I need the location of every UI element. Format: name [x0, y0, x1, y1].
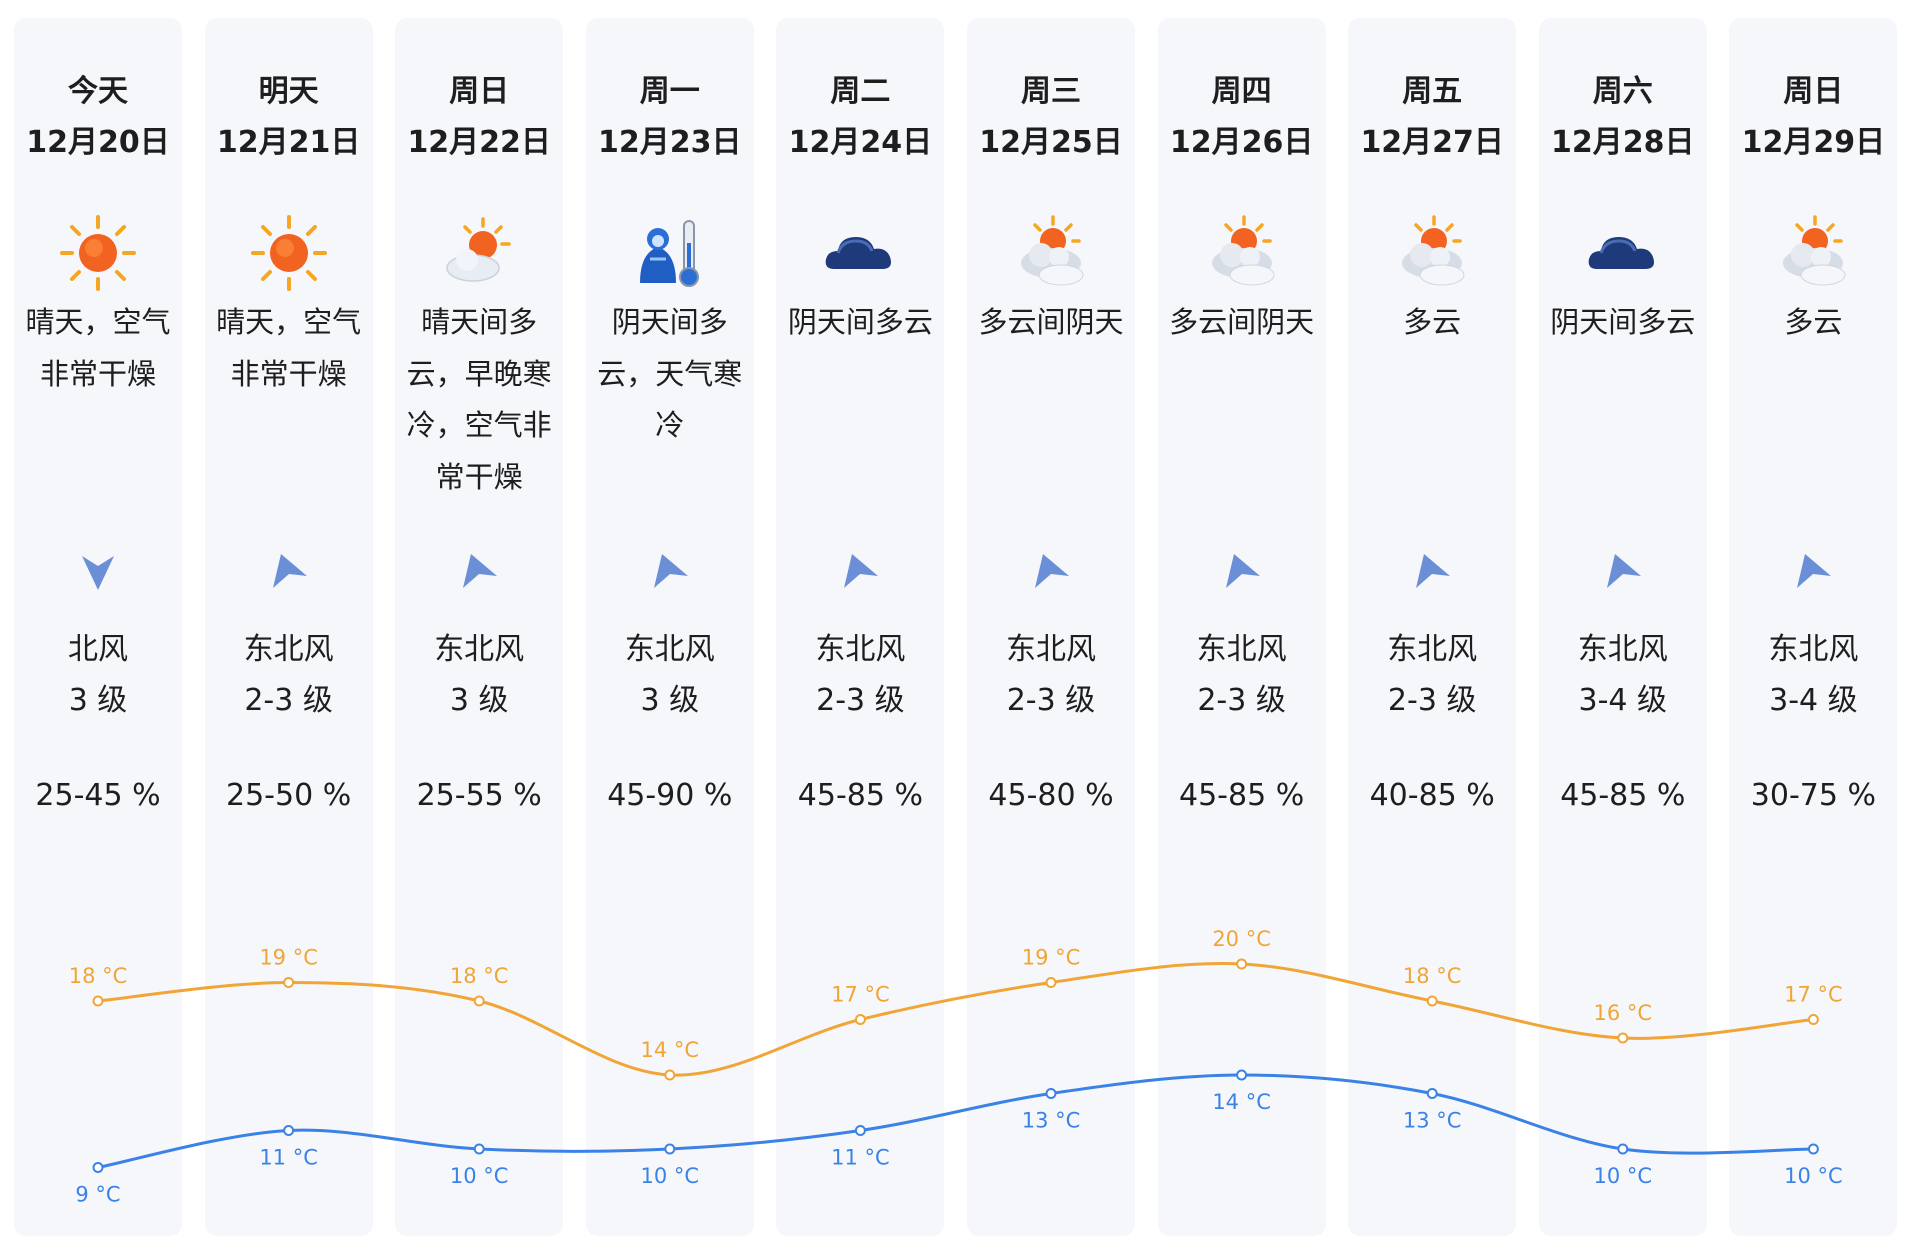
weather-description: 晴天间多 云，早晚寒 冷，空气非 常干燥: [406, 305, 552, 494]
day-weekday: 明天: [258, 74, 319, 109]
wind-direction: 东北风: [1006, 632, 1096, 667]
day-column: 今天 12月20日 晴天，空气 非常干燥 北风 3 级 25-45 %: [14, 18, 182, 1236]
wind-level: 2-3 级: [1197, 683, 1286, 718]
wind-level: 3 级: [449, 683, 509, 718]
wind-level: 3-4 级: [1578, 683, 1668, 718]
day-column: 周三 12月25日 多云间阴天 东北风 2-3 级 45-80 %: [967, 18, 1135, 1236]
day-column: 周六 12月28日 阴天间多云 东北风 3-4 级 45-85 %: [1538, 18, 1707, 1236]
day-date: 12月21日: [216, 125, 361, 160]
day-date: 12月29日: [1741, 125, 1886, 160]
partly-cloudy-icon: [1011, 213, 1091, 293]
wind-level: 3 级: [640, 683, 700, 718]
day-weekday: 周日: [1783, 74, 1844, 109]
day-date: 12月26日: [1169, 125, 1314, 160]
day-weekday: 周五: [1402, 74, 1463, 109]
day-column: 周五 12月27日 多云 东北风 2-3 级 40-85 %: [1348, 18, 1517, 1236]
day-column: 周四 12月26日 多云间阴天 东北风 2-3 级 45-85 %: [1157, 18, 1326, 1236]
wind-direction: 东北风: [1196, 632, 1287, 667]
partly-cloudy-icon: [1773, 213, 1853, 293]
humidity-range: 30-75 %: [1750, 778, 1876, 813]
day-column: 周二 12月24日 阴天间多云 东北风 2-3 级 45-85 %: [776, 18, 945, 1236]
weather-description: 阴天间多 云，天气寒 冷: [597, 305, 743, 442]
northeast-wind-arrow-icon: [1791, 550, 1835, 594]
wind-level: 2-3 级: [816, 683, 905, 718]
day-date: 12月27日: [1360, 125, 1504, 160]
wind-direction: 东北风: [815, 632, 906, 667]
weather-description: 多云间阴天: [1169, 305, 1315, 339]
day-weekday: 周日: [449, 74, 510, 109]
day-weekday: 周四: [1211, 74, 1272, 109]
northeast-wind-arrow-icon: [1029, 550, 1073, 594]
weather-description: 阴天间多云: [787, 305, 933, 339]
humidity-range: 45-90 %: [607, 778, 733, 813]
northeast-wind-arrow-icon: [1410, 550, 1454, 594]
day-column: 明天 12月21日 晴天，空气 非常干燥 东北风 2-3 级 25-50 %: [204, 18, 373, 1236]
weather-description: 多云间阴天: [978, 305, 1124, 339]
humidity-range: 25-55 %: [416, 778, 542, 813]
humidity-range: 45-85 %: [797, 778, 923, 813]
day-weekday: 今天: [68, 74, 128, 109]
partly-cloudy-icon: [1202, 213, 1282, 293]
day-date: 12月22日: [407, 125, 551, 160]
wind-level: 2-3 级: [1006, 683, 1096, 718]
wind-direction: 东北风: [624, 632, 715, 667]
wind-level: 3-4 级: [1769, 683, 1858, 718]
weather-description: 多云: [1784, 305, 1843, 339]
northeast-wind-arrow-icon: [1601, 550, 1645, 594]
wind-level: 2-3 级: [244, 683, 333, 718]
partly-cloudy-icon: [1392, 213, 1472, 293]
weather-description: 多云: [1403, 305, 1462, 339]
day-column: 周日 12月29日 多云 东北风 3-4 级 30-75 %: [1729, 18, 1898, 1236]
wind-direction: 东北风: [1768, 632, 1859, 667]
sunny-icon: [249, 213, 329, 293]
wind-direction: 北风: [68, 632, 128, 667]
humidity-range: 45-85 %: [1178, 778, 1305, 813]
wind-direction: 东北风: [243, 632, 334, 667]
dark-cloud-icon: [1583, 213, 1663, 293]
northeast-wind-arrow-icon: [267, 550, 311, 594]
humidity-range: 25-50 %: [225, 778, 352, 813]
day-weekday: 周六: [1592, 74, 1653, 109]
wind-level: 3 级: [68, 683, 128, 718]
day-column: 周一 12月23日 阴天间多 云，天气寒 冷 东北风 3 级 45-90 %: [585, 18, 754, 1236]
day-column: 周日 12月22日 晴天间多 云，早晚寒 冷，空气非 常干燥 东北风 3 级 25-5…: [395, 18, 564, 1236]
sun-behind-cloud-icon: [439, 213, 519, 293]
weather-description: 晴天，空气 非常干燥: [216, 305, 362, 391]
day-date: 12月24日: [788, 125, 933, 160]
weather-description: 晴天，空气 非常干燥: [25, 305, 171, 391]
wind-level: 2-3 级: [1387, 683, 1477, 718]
wind-direction: 东北风: [1387, 632, 1478, 667]
day-weekday: 周三: [1021, 74, 1081, 109]
day-date: 12月20日: [26, 125, 170, 160]
cold-person-thermometer-icon: [630, 213, 710, 293]
northeast-wind-arrow-icon: [648, 550, 692, 594]
sunny-icon: [58, 213, 138, 293]
day-weekday: 周二: [830, 74, 891, 109]
humidity-range: 45-80 %: [988, 778, 1114, 813]
northeast-wind-arrow-icon: [838, 550, 882, 594]
humidity-range: 25-45 %: [35, 778, 161, 813]
day-date: 12月25日: [979, 125, 1123, 160]
day-weekday: 周一: [639, 74, 700, 109]
northeast-wind-arrow-icon: [1220, 550, 1264, 594]
day-date: 12月23日: [598, 125, 742, 160]
northeast-wind-arrow-icon: [457, 550, 501, 594]
day-date: 12月28日: [1551, 125, 1695, 160]
humidity-range: 45-85 %: [1560, 778, 1686, 813]
humidity-range: 40-85 %: [1369, 778, 1495, 813]
wind-direction: 东北风: [1577, 632, 1668, 667]
weather-description: 阴天间多云: [1550, 305, 1696, 339]
dark-cloud-icon: [820, 213, 900, 293]
wind-direction: 东北风: [434, 632, 525, 667]
north-wind-arrow-icon: [76, 550, 120, 594]
